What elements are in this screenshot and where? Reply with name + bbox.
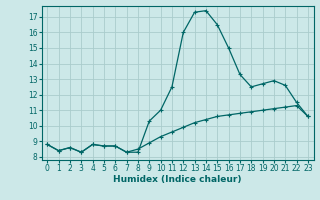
X-axis label: Humidex (Indice chaleur): Humidex (Indice chaleur) — [113, 175, 242, 184]
